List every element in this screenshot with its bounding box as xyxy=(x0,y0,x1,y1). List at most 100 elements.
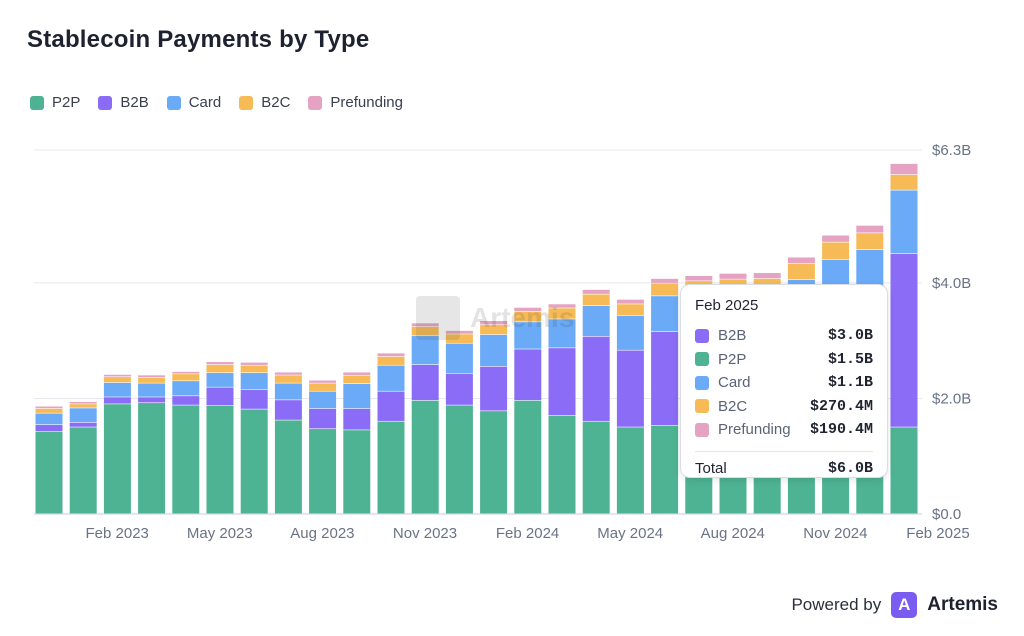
bar-segment-card xyxy=(172,381,200,396)
bar-segment-b2c xyxy=(138,377,166,383)
bar-segment-p2p xyxy=(274,420,302,514)
tooltip-label: P2P xyxy=(718,350,747,368)
bar-segment-b2c xyxy=(69,404,97,408)
bar-segment-p2p xyxy=(69,427,97,514)
x-tick-label: Feb 2023 xyxy=(86,525,149,542)
bar-segment-card xyxy=(890,190,918,254)
bar-segment-b2b xyxy=(206,387,234,406)
bar-segment-prefunding xyxy=(890,163,918,175)
tooltip-swatch-card xyxy=(695,375,709,390)
tooltip-value: $1.1B xyxy=(827,374,873,392)
tooltip-value: $190.4M xyxy=(809,421,873,439)
bar-segment-prefunding xyxy=(651,278,679,283)
bar-segment-prefunding xyxy=(685,275,713,281)
bar-segment-b2b xyxy=(35,425,63,432)
bar-segment-b2c xyxy=(445,334,473,343)
bar-segment-p2p xyxy=(206,405,234,514)
bar-segment-prefunding xyxy=(582,289,610,294)
bar-segment-prefunding xyxy=(309,380,337,383)
bar-segment-prefunding xyxy=(377,353,405,357)
bar-segment-card xyxy=(206,373,234,387)
bar-segment-b2c xyxy=(411,326,439,336)
bar-segment-p2p xyxy=(651,425,679,514)
bar-segment-b2c xyxy=(890,174,918,190)
bar-segment-p2p xyxy=(514,400,542,514)
bar-segment-prefunding xyxy=(411,323,439,327)
bar-segment-card xyxy=(138,383,166,397)
bar-segment-p2p xyxy=(548,415,576,514)
tooltip-row-p2p: P2P $1.5B xyxy=(695,348,873,372)
footer-brand: Artemis xyxy=(927,594,998,615)
bar-segment-b2c xyxy=(651,283,679,296)
legend-label-card: Card xyxy=(188,94,222,111)
x-tick-label: Feb 2025 xyxy=(906,525,969,542)
bar-segment-card xyxy=(445,343,473,373)
bar-segment-b2b xyxy=(890,254,918,427)
bar-segment-b2c xyxy=(822,242,850,260)
bar-segment-prefunding xyxy=(103,374,131,377)
bar-segment-prefunding xyxy=(35,406,63,409)
bar-segment-b2c xyxy=(480,325,508,335)
legend-item-prefunding[interactable]: Prefunding xyxy=(308,94,403,111)
bar-segment-b2b xyxy=(240,389,268,409)
bar-segment-card xyxy=(274,383,302,400)
bar-segment-b2b xyxy=(445,373,473,405)
bar-segment-b2b xyxy=(172,396,200,405)
bar-segment-card xyxy=(514,322,542,349)
bar-segment-prefunding xyxy=(69,401,97,404)
powered-by-footer[interactable]: Powered by A Artemis xyxy=(791,592,998,618)
x-tick-label: Nov 2024 xyxy=(803,525,867,542)
bar-segment-b2b xyxy=(274,400,302,420)
legend-label-b2c: B2C xyxy=(261,94,291,111)
bar-segment-prefunding xyxy=(548,304,576,308)
bar-segment-b2c xyxy=(548,308,576,319)
tooltip-row-b2c: B2C $270.4M xyxy=(695,395,873,419)
tooltip-label: B2C xyxy=(718,397,748,415)
bar-segment-card xyxy=(343,384,371,409)
bar-segment-b2b xyxy=(616,350,644,427)
bar-segment-prefunding xyxy=(719,273,747,279)
tooltip-value: $1.5B xyxy=(827,350,873,368)
bar-segment-b2b xyxy=(103,397,131,404)
bar-segment-card xyxy=(69,408,97,423)
tooltip-divider xyxy=(695,450,873,452)
bar-segment-card xyxy=(480,334,508,367)
bar-segment-p2p xyxy=(103,404,131,514)
tooltip-swatch-prefunding xyxy=(695,422,709,437)
legend-item-b2b[interactable]: B2B xyxy=(98,94,149,111)
bar-segment-b2c xyxy=(35,408,63,413)
legend-item-card[interactable]: Card xyxy=(166,94,222,111)
bar-segment-b2b xyxy=(377,391,405,421)
legend-item-b2c[interactable]: B2C xyxy=(239,94,290,111)
artemis-logo-icon: A xyxy=(891,592,918,618)
bar-segment-b2c xyxy=(377,356,405,365)
bar-segment-b2c xyxy=(240,365,268,373)
bar-segment-p2p xyxy=(172,405,200,514)
bar-segment-b2c xyxy=(787,263,815,280)
bar-segment-b2c xyxy=(103,377,131,383)
bar-segment-b2b xyxy=(548,348,576,416)
bar-segment-p2p xyxy=(890,427,918,514)
bar-segment-b2b xyxy=(69,422,97,427)
tooltip-total-value: $6.0B xyxy=(827,459,873,477)
x-tick-label: May 2023 xyxy=(187,525,253,542)
legend-swatch-card xyxy=(166,95,181,110)
bar-segment-prefunding xyxy=(138,375,166,378)
bar-segment-prefunding xyxy=(787,257,815,264)
bar-segment-p2p xyxy=(616,427,644,514)
chart-title: Stablecoin Payments by Type xyxy=(27,26,370,53)
bar-segment-p2p xyxy=(582,421,610,514)
tooltip-row-prefunding: Prefunding $190.4M xyxy=(695,418,873,442)
x-tick-label: Feb 2024 xyxy=(496,525,559,542)
bar-segment-p2p xyxy=(309,429,337,514)
x-tick-label: Nov 2023 xyxy=(393,525,457,542)
bar-segment-b2b xyxy=(651,332,679,425)
bar-segment-prefunding xyxy=(480,321,508,325)
bar-segment-b2b xyxy=(343,408,371,430)
bar-segment-b2b xyxy=(582,336,610,421)
x-tick-label: Aug 2024 xyxy=(701,525,765,542)
tooltip-row-card: Card $1.1B xyxy=(695,371,873,395)
bar-segment-prefunding xyxy=(206,362,234,365)
bar-segment-prefunding xyxy=(753,273,781,279)
legend-item-p2p[interactable]: P2P xyxy=(30,94,80,111)
